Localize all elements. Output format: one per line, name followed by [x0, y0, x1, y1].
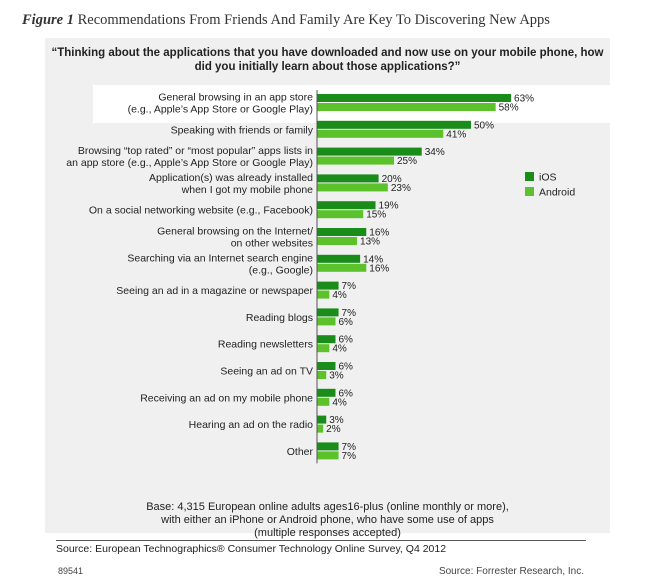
base-note-line: (multiple responses accepted) [254, 527, 401, 539]
publisher-source: Source: Forrester Research, Inc. [438, 566, 584, 577]
category-label: on other websites [231, 238, 313, 250]
base-note-line: Base: 4,315 European online adults ages1… [146, 501, 509, 513]
value-label: 7% [342, 442, 357, 453]
category-label: Searching via an Internet search engine [127, 252, 313, 264]
survey-source: Source: European Technographics® Consume… [56, 543, 447, 555]
value-label: 7% [342, 281, 357, 292]
category-label: On a social networking website (e.g., Fa… [89, 205, 313, 217]
value-label: 25% [397, 156, 417, 167]
category-label: Reading newsletters [218, 339, 313, 351]
value-label: 23% [391, 183, 411, 194]
value-label: 16% [369, 228, 389, 239]
legend-label: Android [539, 187, 575, 199]
bar-android [317, 424, 324, 433]
base-note-line: with either an iPhone or Android phone, … [161, 514, 494, 526]
bar-android [317, 317, 336, 326]
value-label: 34% [425, 147, 445, 158]
value-label: 6% [338, 335, 353, 346]
bar-ios [317, 281, 339, 290]
bar-ios [317, 120, 471, 129]
value-label: 4% [332, 290, 347, 301]
figure-title: Figure 1 Recommendations From Friends An… [22, 12, 550, 29]
chart-panel: “Thinking about the applications that yo… [45, 38, 631, 539]
bar-android [317, 397, 330, 406]
value-label: 4% [332, 397, 347, 408]
value-label: 6% [338, 388, 353, 399]
category-label: Hearing an ad on the radio [189, 419, 313, 431]
category-label: General browsing on the Internet/ [157, 226, 313, 238]
bar-ios [317, 94, 512, 102]
value-label: 2% [326, 424, 341, 435]
bar-ios [317, 228, 367, 236]
value-label: 7% [342, 308, 357, 319]
bar-android [317, 237, 358, 245]
category-label: Browsing “top rated” or “most popular” a… [78, 145, 313, 157]
value-label: 19% [379, 201, 399, 212]
bar-android [317, 371, 327, 379]
category-label: (e.g., Apple’s App Store or Google Play) [128, 104, 313, 116]
value-label: 3% [329, 415, 344, 426]
value-label: 13% [360, 237, 380, 248]
bar-ios [317, 362, 336, 370]
bar-ios [317, 254, 361, 263]
bar-android [317, 344, 330, 353]
category-label: when I got my mobile phone [181, 184, 313, 196]
bar-android [317, 210, 364, 219]
chart-question: “Thinking about the applications that yo… [51, 47, 604, 73]
legend-swatch-ios [525, 172, 534, 181]
bar-ios [317, 201, 376, 210]
value-label: 41% [446, 129, 466, 140]
category-label: Receiving an ad on my mobile phone [140, 392, 313, 404]
bar-ios [317, 335, 336, 344]
bar-ios [317, 388, 336, 397]
bar-android [317, 183, 388, 192]
value-label: 3% [329, 371, 344, 382]
category-label: Other [287, 446, 314, 458]
bar-ios [317, 147, 422, 156]
value-label: 16% [369, 263, 389, 274]
value-label: 4% [332, 344, 347, 355]
category-label: Speaking with friends or family [171, 124, 314, 136]
category-label: an app store (e.g., Apple’s App Store or… [66, 157, 313, 169]
bar-ios [317, 415, 327, 424]
bar-ios [317, 308, 339, 317]
category-label: Application(s) was already installed [149, 172, 313, 184]
bar-android [317, 263, 367, 272]
bar-android [317, 290, 330, 299]
category-label: (e.g., Google) [249, 264, 313, 276]
category-label: General browsing in an app store [158, 92, 313, 104]
value-label: 20% [382, 174, 402, 185]
category-label: Seeing an ad on TV [220, 366, 313, 378]
bar-android [317, 129, 444, 138]
value-label: 7% [342, 451, 357, 462]
footer-divider [56, 540, 586, 541]
base-note: Base: 4,315 European online adults ages1… [45, 501, 610, 540]
bar-ios [317, 442, 339, 451]
legend-swatch-android [525, 187, 534, 196]
bar-android [317, 103, 496, 111]
legend-label: iOS [539, 172, 557, 184]
figure-label: Figure 1 [22, 12, 74, 28]
value-label: 50% [474, 120, 494, 131]
document-number: 89541 [58, 566, 84, 576]
bar-ios [317, 174, 379, 183]
value-label: 6% [338, 317, 353, 328]
value-label: 15% [366, 210, 386, 221]
bar-android [317, 451, 339, 460]
category-label: Reading blogs [246, 312, 313, 324]
bar-android [317, 156, 394, 165]
value-label: 14% [363, 254, 383, 265]
value-label: 63% [514, 94, 534, 105]
figure-title-text: Recommendations From Friends And Family … [77, 12, 550, 28]
bar-chart: General browsing in an app store(e.g., A… [66, 90, 575, 464]
value-label: 6% [338, 362, 353, 373]
category-label: Seeing an ad in a magazine or newspaper [116, 285, 313, 297]
value-label: 58% [499, 103, 519, 114]
